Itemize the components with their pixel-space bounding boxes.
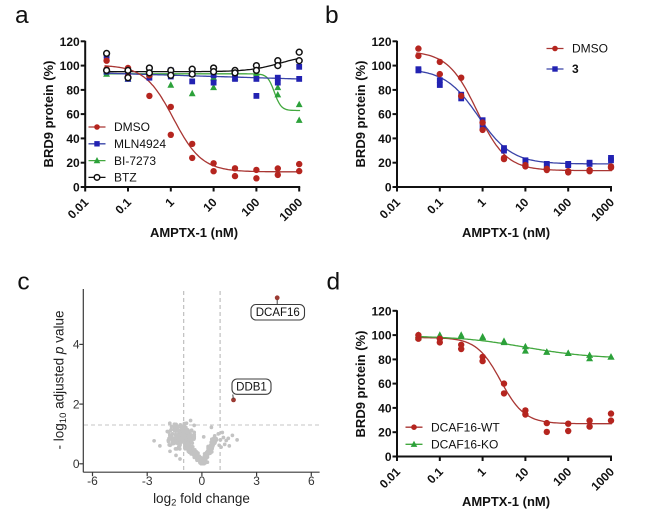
svg-text:DCAF16-WT: DCAF16-WT xyxy=(431,420,500,434)
svg-text:100: 100 xyxy=(60,59,80,73)
svg-text:3: 3 xyxy=(572,62,579,76)
svg-text:BTZ: BTZ xyxy=(114,171,137,185)
svg-text:0: 0 xyxy=(199,474,206,488)
svg-text:0: 0 xyxy=(73,457,80,471)
svg-text:2: 2 xyxy=(73,397,80,411)
svg-text:100: 100 xyxy=(371,329,391,343)
svg-text:40: 40 xyxy=(378,132,392,146)
svg-text:AMPTX-1 (nM): AMPTX-1 (nM) xyxy=(150,225,238,240)
svg-text:AMPTX-1 (nM): AMPTX-1 (nM) xyxy=(462,225,550,240)
svg-text:120: 120 xyxy=(371,304,391,318)
svg-text:-6: -6 xyxy=(87,474,98,488)
svg-text:BRD9 protein (%): BRD9 protein (%) xyxy=(41,61,56,168)
svg-text:0: 0 xyxy=(385,450,392,464)
svg-text:AMPTX-1 (nM): AMPTX-1 (nM) xyxy=(462,494,550,509)
svg-text:20: 20 xyxy=(66,156,80,170)
svg-text:DDB1: DDB1 xyxy=(236,382,267,394)
svg-text:MLN4924: MLN4924 xyxy=(114,137,166,151)
svg-text:80: 80 xyxy=(378,83,392,97)
svg-text:BRD9 protein (%): BRD9 protein (%) xyxy=(353,331,368,438)
svg-text:DMSO: DMSO xyxy=(114,120,150,134)
svg-text:20: 20 xyxy=(378,426,392,440)
svg-text:120: 120 xyxy=(371,35,391,49)
svg-text:40: 40 xyxy=(378,401,392,415)
svg-text:6: 6 xyxy=(308,474,315,488)
svg-text:40: 40 xyxy=(66,132,80,146)
svg-text:60: 60 xyxy=(66,108,80,122)
svg-text:DCAF16: DCAF16 xyxy=(256,307,300,319)
svg-text:DCAF16-KO: DCAF16-KO xyxy=(431,438,498,452)
svg-text:d: d xyxy=(327,269,341,296)
svg-text:b: b xyxy=(325,2,339,29)
svg-text:20: 20 xyxy=(378,156,392,170)
svg-text:100: 100 xyxy=(371,59,391,73)
svg-text:3: 3 xyxy=(253,474,260,488)
svg-text:80: 80 xyxy=(66,83,80,97)
svg-text:120: 120 xyxy=(60,35,80,49)
svg-text:c: c xyxy=(17,269,29,296)
svg-text:a: a xyxy=(15,2,29,29)
svg-text:0: 0 xyxy=(73,181,80,195)
svg-text:BRD9 protein (%): BRD9 protein (%) xyxy=(353,61,368,168)
svg-text:0: 0 xyxy=(385,181,392,195)
svg-text:60: 60 xyxy=(378,108,392,122)
svg-text:- log10 adjusted p value: - log10 adjusted p value xyxy=(52,311,70,450)
svg-text:-3: -3 xyxy=(142,474,153,488)
svg-text:80: 80 xyxy=(378,353,392,367)
svg-text:log2 fold change: log2 fold change xyxy=(153,491,250,509)
svg-text:60: 60 xyxy=(378,377,392,391)
svg-text:4: 4 xyxy=(73,338,80,352)
svg-text:DMSO: DMSO xyxy=(572,42,608,56)
svg-text:BI-7273: BI-7273 xyxy=(114,154,156,168)
